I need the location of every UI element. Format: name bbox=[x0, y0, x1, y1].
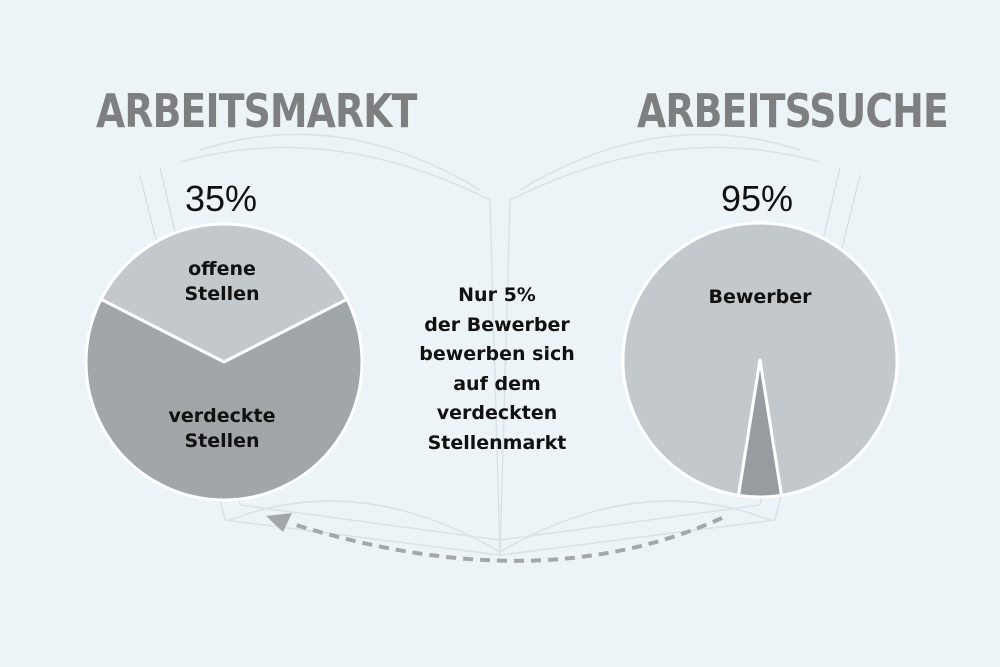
headline-value-arbeitssuche: 95% bbox=[721, 178, 794, 219]
slice-label-verdeckte-stellen: verdeckte Stellen bbox=[168, 405, 276, 452]
annotation-text: Nur 5% der Bewerber bewerben sich auf de… bbox=[392, 281, 602, 458]
book-outline-line bbox=[519, 133, 801, 191]
annotation-line: Stellenmarkt bbox=[427, 431, 567, 454]
slice-label-bewerber: Bewerber bbox=[708, 286, 812, 308]
book-outline-line bbox=[499, 146, 821, 556]
pie-slice-unlabeled bbox=[737, 358, 783, 499]
arrow-head bbox=[266, 513, 292, 532]
slice-label-offene-stellen: offene Stellen bbox=[184, 258, 260, 305]
annotation-line: der Bewerber bbox=[424, 313, 570, 336]
pie-slice-offene-stellen bbox=[99, 222, 349, 364]
annotation-line: auf dem bbox=[453, 372, 541, 395]
book-outline-line bbox=[229, 500, 771, 553]
headline-value-arbeitsmarkt: 35% bbox=[185, 178, 258, 219]
book-outline-line bbox=[179, 146, 501, 556]
chart-title-arbeitssuche: ARBEITSSUCHE bbox=[637, 84, 949, 138]
pie-slice-verdeckte-stellen bbox=[84, 297, 364, 502]
annotation-line: verdeckten bbox=[436, 402, 558, 424]
chart-title-arbeitsmarkt: ARBEITSMARKT bbox=[96, 84, 417, 138]
book-outline-line bbox=[199, 133, 481, 191]
annotation-line: bewerben sich bbox=[419, 343, 575, 365]
arrow-path bbox=[295, 516, 723, 563]
annotation-line: Nur 5% bbox=[458, 284, 536, 306]
